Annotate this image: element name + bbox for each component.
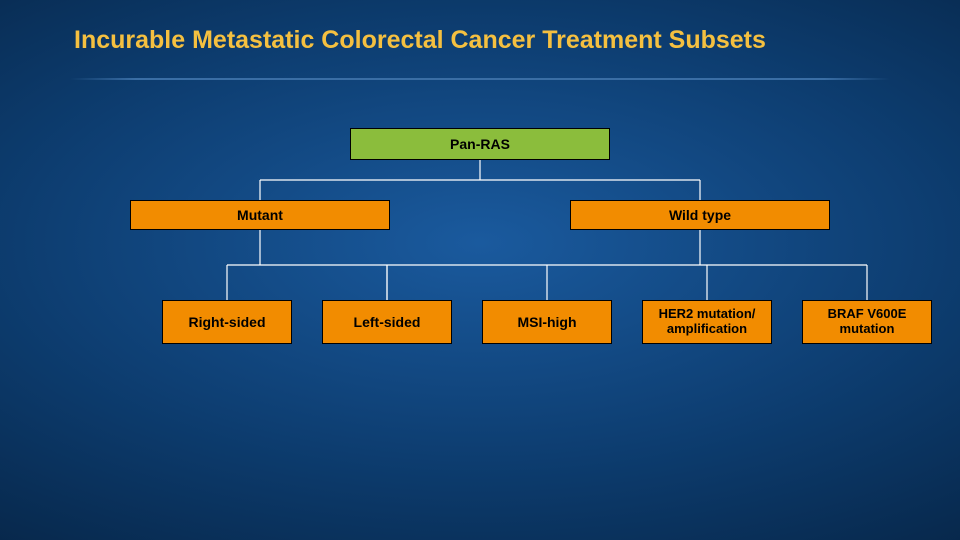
slide-title: Incurable Metastatic Colorectal Cancer T… xyxy=(74,26,766,55)
tree-node-wild: Wild type xyxy=(570,200,830,230)
title-underline xyxy=(70,78,890,80)
tree-node-msi: MSI-high xyxy=(482,300,612,344)
tree-node-right: Right-sided xyxy=(162,300,292,344)
tree-node-her2: HER2 mutation/ amplification xyxy=(642,300,772,344)
tree-node-left: Left-sided xyxy=(322,300,452,344)
tree-node-mutant: Mutant xyxy=(130,200,390,230)
tree-node-panras: Pan-RAS xyxy=(350,128,610,160)
tree-node-braf: BRAF V600E mutation xyxy=(802,300,932,344)
tree-connectors xyxy=(0,0,960,540)
